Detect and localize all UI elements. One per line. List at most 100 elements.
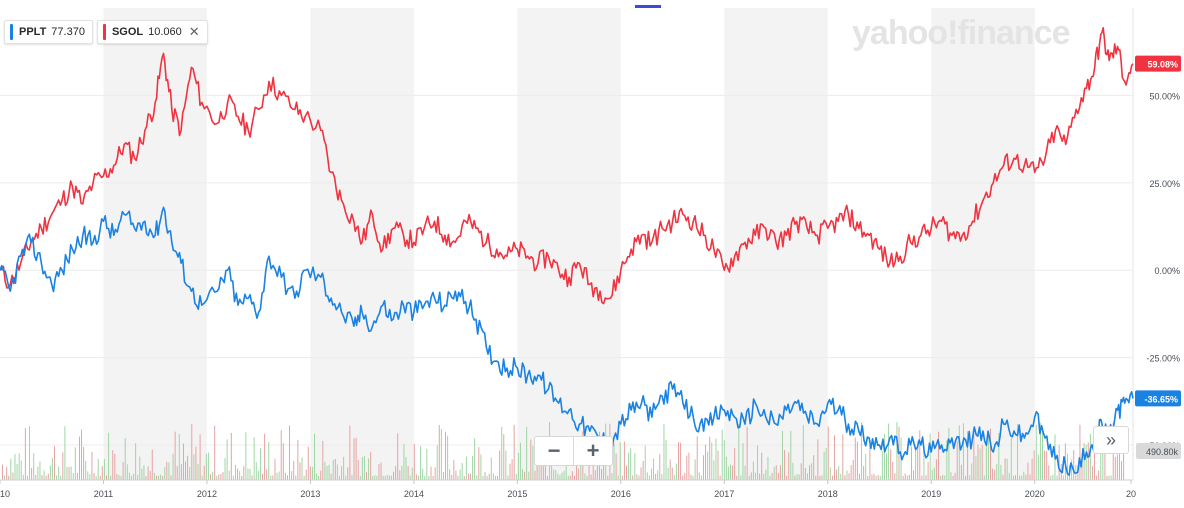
volume-bar	[692, 475, 694, 480]
volume-bar	[81, 429, 83, 480]
volume-bar	[1008, 472, 1010, 480]
volume-bar	[750, 472, 752, 480]
volume-bar	[580, 455, 582, 480]
volume-bar	[401, 465, 403, 480]
volume-bar	[628, 452, 630, 480]
close-icon[interactable]: ✕	[188, 24, 200, 39]
volume-bar	[688, 452, 690, 480]
volume-bar	[214, 425, 216, 480]
volume-bar	[359, 475, 361, 480]
volume-bar	[509, 463, 511, 480]
volume-bar	[311, 466, 313, 480]
volume-bar	[987, 431, 989, 480]
volume-bar	[195, 446, 197, 480]
volume-bar	[819, 475, 821, 480]
volume-bar	[790, 430, 792, 480]
volume-bar	[915, 447, 917, 480]
volume-bar	[370, 452, 372, 480]
volume-bar	[64, 426, 66, 480]
legend-chip-pplt[interactable]: PPLT 77.370	[4, 20, 93, 44]
volume-bar	[122, 461, 124, 480]
volume-bar	[921, 475, 923, 480]
volume-bar	[245, 432, 247, 480]
volume-bar	[992, 468, 994, 480]
volume-bar	[24, 428, 26, 480]
volume-bar	[243, 466, 245, 480]
x-tick-label: 2019	[921, 489, 941, 499]
volume-bar	[594, 470, 596, 480]
volume-bar	[332, 460, 334, 480]
scroll-to-latest-button[interactable]: »	[1093, 426, 1129, 454]
volume-bar	[705, 444, 707, 480]
volume-bar	[147, 466, 149, 480]
volume-bar	[162, 475, 164, 480]
volume-bar	[1085, 444, 1087, 480]
volume-bar	[428, 475, 430, 480]
volume-bar	[786, 475, 788, 480]
volume-bar	[607, 475, 609, 480]
volume-bar	[276, 472, 278, 480]
volume-bar	[334, 458, 336, 480]
volume-bar	[802, 425, 804, 480]
volume-bar	[515, 473, 517, 480]
volume-bar	[588, 455, 590, 480]
volume-bar	[596, 459, 598, 480]
volume-bar	[996, 463, 998, 480]
volume-bar	[586, 475, 588, 480]
legend-chip-sgol[interactable]: SGOL 10.060 ✕	[96, 20, 208, 44]
volume-bar	[116, 473, 118, 480]
volume-bar	[698, 472, 700, 480]
volume-bar	[438, 425, 440, 480]
volume-bar	[355, 437, 357, 480]
volume-bar	[151, 449, 153, 480]
volume-bar	[66, 467, 68, 480]
volume-bar	[145, 475, 147, 480]
volume-bar	[230, 433, 232, 480]
volume-bar	[51, 457, 53, 480]
volume-bar	[461, 462, 463, 480]
volume-bar	[890, 449, 892, 480]
volume-bar	[74, 447, 76, 480]
volume-bar	[457, 475, 459, 480]
volume-bar	[228, 470, 230, 480]
volume-bar	[761, 452, 763, 480]
volume-bar	[141, 468, 143, 480]
volume-bar	[297, 439, 299, 480]
volume-bar	[390, 475, 392, 480]
volume-bar	[861, 422, 863, 480]
volume-bar	[904, 473, 906, 480]
zoom-in-button[interactable]: +	[573, 437, 612, 465]
volume-bar	[507, 475, 509, 480]
volume-bar	[158, 475, 159, 480]
volume-bar	[440, 429, 442, 480]
volume-bar	[378, 464, 380, 480]
volume-bar	[299, 462, 301, 480]
volume-bar	[779, 465, 781, 480]
volume-bar	[395, 466, 397, 480]
volume-bar	[1029, 474, 1031, 480]
volume-bar	[282, 443, 284, 480]
volume-bar	[536, 460, 538, 480]
volume-bar	[505, 450, 507, 480]
volume-bar	[316, 473, 318, 480]
x-tick-label: 20	[1126, 489, 1136, 499]
volume-bar	[503, 434, 505, 480]
zoom-out-button[interactable]: −	[547, 438, 561, 463]
volume-bar	[1066, 453, 1068, 480]
volume-bar	[453, 459, 455, 480]
volume-bar	[126, 464, 128, 480]
volume-bar	[561, 472, 563, 480]
volume-bar	[665, 439, 667, 480]
volume-bar	[944, 475, 946, 480]
volume-bar	[160, 474, 162, 480]
volume-bar	[532, 445, 534, 480]
volume-bar	[935, 459, 937, 480]
volume-bar	[49, 465, 51, 480]
volume-bar	[517, 452, 519, 480]
legend-value: 10.060	[148, 26, 182, 38]
volume-bar	[617, 475, 619, 480]
volume-bar	[732, 465, 734, 480]
volume-bar	[684, 472, 686, 480]
